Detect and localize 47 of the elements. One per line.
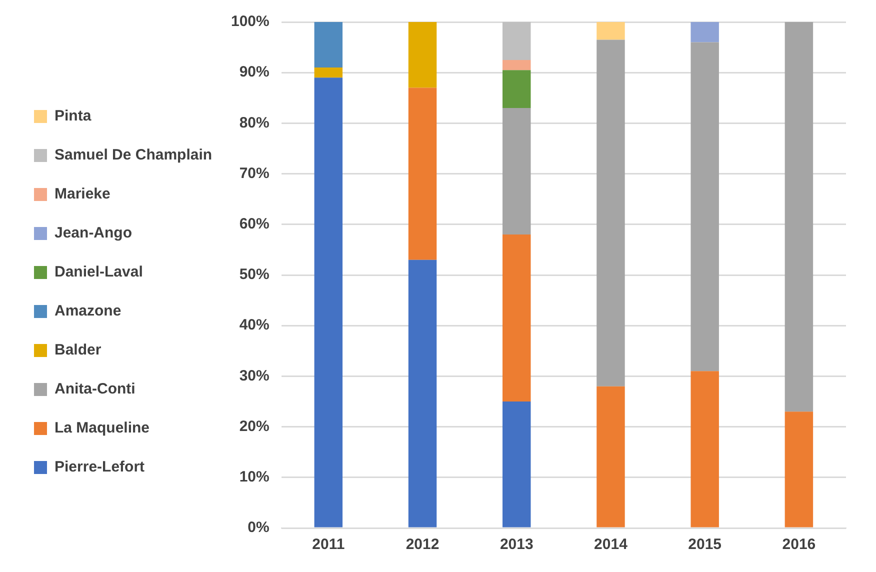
bar bbox=[502, 22, 531, 60]
bar bbox=[502, 402, 531, 528]
bar bbox=[502, 60, 531, 70]
x-tick-label: 2014 bbox=[594, 536, 628, 554]
bar bbox=[596, 386, 625, 528]
x-tick-label: 2012 bbox=[406, 536, 440, 554]
bar bbox=[596, 22, 625, 40]
bar bbox=[502, 70, 531, 108]
legend-label: Anita-Conti bbox=[54, 380, 136, 398]
legend-label: Daniel-Laval bbox=[54, 264, 143, 281]
bar bbox=[502, 108, 531, 235]
y-tick-label: 40% bbox=[239, 316, 270, 334]
y-tick-label: 100% bbox=[230, 13, 270, 30]
bar bbox=[690, 22, 719, 42]
x-tick-label: 2015 bbox=[688, 536, 722, 554]
legend-label: Balder bbox=[54, 342, 102, 359]
legend-label: Samuel De Champlain bbox=[54, 146, 212, 164]
legend-label: Amazone bbox=[54, 302, 122, 320]
y-tick-label: 10% bbox=[239, 468, 270, 486]
bar bbox=[408, 260, 437, 528]
x-tick-label: 2011 bbox=[312, 536, 345, 554]
bar bbox=[408, 88, 437, 260]
legend-label: Pierre-Lefort bbox=[54, 458, 145, 476]
bar bbox=[314, 68, 343, 78]
x-tick-label: 2016 bbox=[782, 536, 816, 554]
bar bbox=[596, 40, 625, 386]
legend-label: La Maqueline bbox=[54, 420, 150, 437]
y-tick-label: 50% bbox=[239, 266, 270, 284]
bar bbox=[502, 234, 531, 402]
bar bbox=[690, 371, 719, 528]
y-tick-label: 70% bbox=[239, 164, 270, 182]
legend-label: Jean-Ango bbox=[54, 224, 132, 242]
bar bbox=[784, 22, 814, 412]
y-tick-label: 20% bbox=[239, 418, 270, 435]
bar bbox=[784, 412, 814, 528]
bar bbox=[690, 42, 719, 372]
y-tick-label: 90% bbox=[239, 64, 270, 81]
y-tick-label: 0% bbox=[248, 519, 270, 536]
legend-label: Marieke bbox=[54, 186, 110, 203]
legend-label: Pinta bbox=[54, 108, 92, 125]
x-tick-label: 2013 bbox=[500, 536, 534, 554]
y-tick-label: 80% bbox=[239, 114, 270, 132]
bar bbox=[408, 22, 437, 88]
bar bbox=[314, 22, 343, 68]
y-tick-label: 30% bbox=[239, 367, 270, 384]
bar bbox=[314, 78, 343, 528]
y-tick-label: 60% bbox=[239, 216, 270, 233]
